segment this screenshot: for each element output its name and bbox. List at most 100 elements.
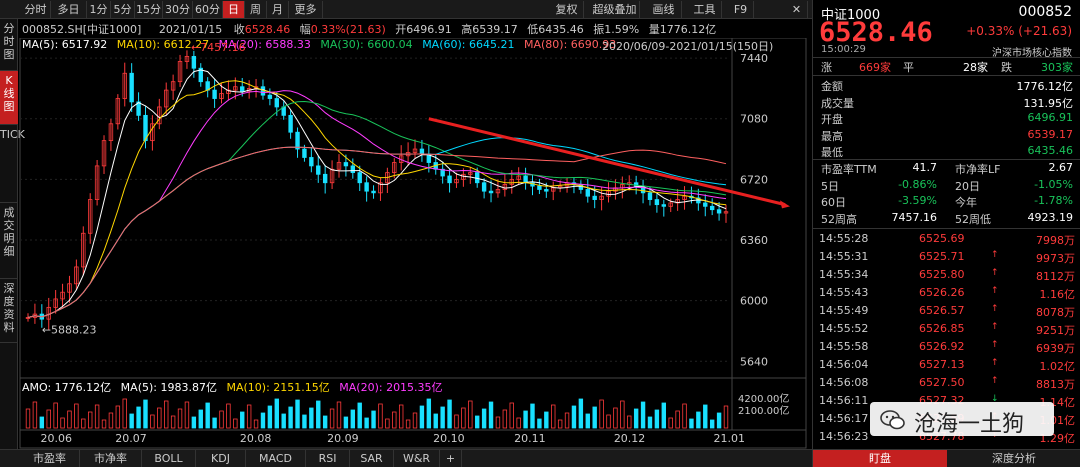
- tool-button-3[interactable]: 工具: [688, 1, 722, 18]
- candle-body: [468, 172, 473, 175]
- tab-watch[interactable]: 盯盘: [813, 450, 947, 467]
- last-price: 6528.46: [819, 17, 933, 48]
- volume-bar: [74, 403, 79, 429]
- candle-body: [661, 204, 667, 207]
- volume-bar: [371, 410, 376, 429]
- open-label: 开: [395, 23, 407, 36]
- volume-bar: [233, 418, 238, 429]
- tick-time: 14:55:28: [819, 232, 869, 245]
- view-tab-4[interactable]: 深度资料: [0, 279, 18, 343]
- amo-label: AMO: 1776.12亿: [22, 381, 112, 394]
- field-value: 6435.46: [1027, 144, 1074, 157]
- period-tab-0[interactable]: 分时: [21, 1, 51, 18]
- y-tick-label: 7080: [740, 113, 768, 126]
- view-tab-1[interactable]: K线图: [0, 71, 18, 125]
- indicator-tab-5[interactable]: RSI: [306, 450, 350, 467]
- indicator-tab-6[interactable]: SAR: [350, 450, 394, 467]
- ma-line: [27, 100, 727, 318]
- tick-arrow-icon: ↑: [991, 304, 999, 314]
- volume-bar: [461, 407, 466, 429]
- candle-body: [226, 89, 231, 94]
- ma-line: [27, 146, 727, 318]
- period-tab-7[interactable]: 日: [223, 1, 245, 18]
- tick-row: 14:55:52 6526.85 ↑ 9251万: [819, 322, 1075, 337]
- amt-label: 量: [648, 23, 660, 36]
- quote-time: 15:00:29: [821, 44, 866, 55]
- volume-bar: [481, 408, 487, 429]
- candle-body: [668, 202, 673, 207]
- candle-body: [60, 291, 65, 300]
- tick-row: 14:55:28 6525.69 7998万: [819, 232, 1075, 247]
- ratio-label: 5日: [821, 179, 839, 193]
- volume-bar: [87, 411, 93, 429]
- divider: [813, 75, 1080, 76]
- indicator-tab-7[interactable]: W&R: [394, 450, 440, 467]
- x-tick-label: 20.10: [433, 432, 465, 445]
- indicator-tab-2[interactable]: BOLL: [142, 450, 196, 467]
- tick-time: 14:56:17: [819, 412, 869, 425]
- field-value: 6496.91: [1027, 111, 1074, 124]
- indicator-tab-8[interactable]: +: [440, 450, 462, 467]
- volume-bar: [640, 401, 646, 429]
- tick-volume: 7998万: [1036, 234, 1075, 247]
- kline-chart[interactable]: 7440 7080 6720 6360 6000 5640 ←7457.16 ←5888.23…: [18, 38, 808, 449]
- volume-bar: [392, 411, 397, 429]
- field-label: 成交量: [821, 96, 854, 110]
- period-tab-1[interactable]: 多日: [51, 1, 87, 18]
- tool-button-0[interactable]: 复权: [550, 1, 584, 18]
- ratio-row: 60日 -3.59% 今年 -1.78%: [821, 194, 1073, 209]
- period-tab-9[interactable]: 月: [267, 1, 289, 18]
- tick-row: 14:55:49 6526.57 ↑ 8078万: [819, 304, 1075, 319]
- field-label: 最低: [821, 146, 843, 159]
- amo-ma5-label: MA(5): 1983.87亿: [120, 381, 217, 394]
- index-name: 中证1000: [821, 8, 881, 23]
- close-icon[interactable]: ✕: [786, 1, 808, 18]
- candle-body: [654, 199, 660, 206]
- candle-body: [143, 114, 148, 142]
- period-tab-10[interactable]: 更多: [289, 1, 323, 18]
- tool-button-2[interactable]: 画线: [646, 1, 682, 18]
- period-tab-2[interactable]: 1分: [87, 1, 111, 18]
- view-tab-3[interactable]: 成交明细: [0, 203, 18, 279]
- tick-time: 14:55:43: [819, 286, 869, 299]
- period-tab-5[interactable]: 30分: [163, 1, 193, 18]
- ratio-value: -3.59%: [898, 194, 937, 207]
- candle-body: [703, 202, 708, 207]
- candle-body: [481, 182, 487, 192]
- watermark-box: 沧海一土狗: [870, 402, 1054, 437]
- tick-arrow-icon: ↑: [991, 376, 999, 386]
- volume-bar: [709, 419, 715, 429]
- view-tab-0[interactable]: 分时图: [0, 19, 18, 71]
- indicator-tab-1[interactable]: 市净率: [80, 450, 142, 467]
- period-tab-3[interactable]: 5分: [111, 1, 135, 18]
- candle-body: [122, 72, 127, 99]
- tick-volume: 9973万: [1036, 252, 1075, 265]
- volume-bar: [592, 406, 597, 429]
- ratio-label: 市净率LF: [955, 163, 1001, 176]
- volume-bar: [716, 412, 722, 429]
- view-tab-2[interactable]: TICK: [0, 125, 25, 203]
- period-tab-6[interactable]: 60分: [193, 1, 223, 18]
- volume-bar: [184, 401, 190, 429]
- candle-body: [81, 232, 86, 268]
- volume-bar: [322, 415, 328, 429]
- indicator-tab-4[interactable]: MACD: [246, 450, 306, 467]
- period-tab-8[interactable]: 周: [245, 1, 267, 18]
- tool-button-1[interactable]: 超级叠加: [590, 1, 640, 18]
- close-label: 收: [233, 23, 245, 36]
- candle-body: [129, 72, 134, 103]
- tab-deep-analysis[interactable]: 深度分析: [992, 452, 1036, 465]
- indicator-tab-3[interactable]: KDJ: [196, 450, 246, 467]
- candle-body: [115, 98, 121, 125]
- candle-body: [447, 175, 452, 184]
- candle-body: [716, 209, 722, 214]
- volume-bar: [703, 404, 708, 429]
- amo-ma10-label: MA(10): 2151.15亿: [226, 381, 330, 394]
- y-tick-label: 7440: [740, 52, 768, 65]
- candle-body: [309, 157, 314, 167]
- indicator-tab-0[interactable]: 市盈率: [20, 450, 80, 467]
- index-category: 沪深市场核心指数: [992, 48, 1072, 59]
- period-tab-4[interactable]: 15分: [136, 1, 163, 18]
- volume-bar: [668, 417, 673, 429]
- tool-button-4[interactable]: F9: [728, 1, 754, 18]
